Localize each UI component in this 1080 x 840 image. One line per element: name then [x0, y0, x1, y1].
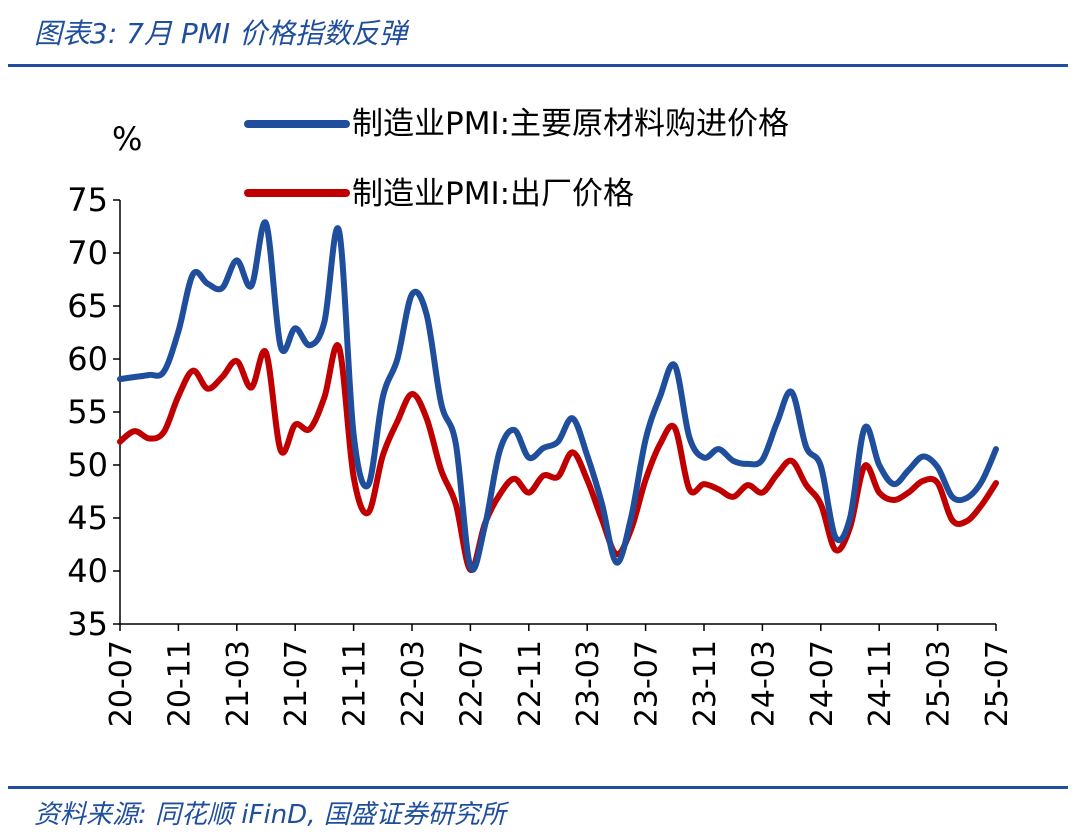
x-tick-label: 24-11: [863, 640, 898, 727]
y-tick-label: 65: [67, 287, 108, 325]
x-tick-label: 21-03: [221, 640, 256, 727]
line-chart: 制造业PMI:主要原材料购进价格 制造业PMI:出厂价格 % 35 40 45 50 5…: [67, 106, 1015, 727]
x-tick-label: 21-07: [279, 640, 314, 727]
top-divider: [8, 64, 1068, 67]
x-tick-label: 22-11: [513, 640, 548, 727]
y-tick-label: 60: [67, 340, 108, 378]
source-note: 资料来源: 同花顺 iFinD, 国盛证券研究所: [34, 800, 506, 830]
figure-title: 图表3: 7月 PMI 价格指数反弹: [34, 17, 408, 50]
plot-area: [117, 219, 999, 573]
x-tick-label: 25-07: [980, 640, 1015, 727]
series-line-output-price: [117, 342, 999, 573]
y-tick-label: 35: [67, 605, 108, 643]
bottom-divider: [8, 786, 1068, 789]
series-line-material-price: [117, 219, 999, 573]
y-tick-label: 40: [67, 552, 108, 590]
x-tick-label: 23-07: [630, 640, 665, 727]
y-tick-label: 50: [67, 446, 108, 484]
y-axis-unit: %: [112, 120, 142, 158]
legend-label-material-price: 制造业PMI:主要原材料购进价格: [352, 106, 789, 142]
legend-label-output-price: 制造业PMI:出厂价格: [352, 176, 634, 212]
x-tick-label: 22-07: [454, 640, 489, 727]
axes: 35 40 45 50 55 60 65 70 75 20-07 20-11 21-03 21-07 21…: [67, 181, 1015, 727]
x-tick-label: 21-11: [338, 640, 373, 727]
x-tick-label: 25-03: [922, 640, 957, 727]
x-tick-label: 23-03: [571, 640, 606, 727]
x-tick-label: 23-11: [688, 640, 723, 727]
x-tick-label: 24-07: [805, 640, 840, 727]
y-tick-label: 75: [67, 181, 108, 219]
y-tick-label: 45: [67, 499, 108, 537]
y-tick-label: 55: [67, 393, 108, 431]
x-tick-label: 20-07: [104, 640, 139, 727]
legend: 制造业PMI:主要原材料购进价格 制造业PMI:出厂价格: [244, 106, 789, 212]
x-tick-label: 24-03: [746, 640, 781, 727]
x-tick-label: 20-11: [162, 640, 197, 727]
x-tick-label: 22-03: [396, 640, 431, 727]
y-tick-label: 70: [67, 234, 108, 272]
